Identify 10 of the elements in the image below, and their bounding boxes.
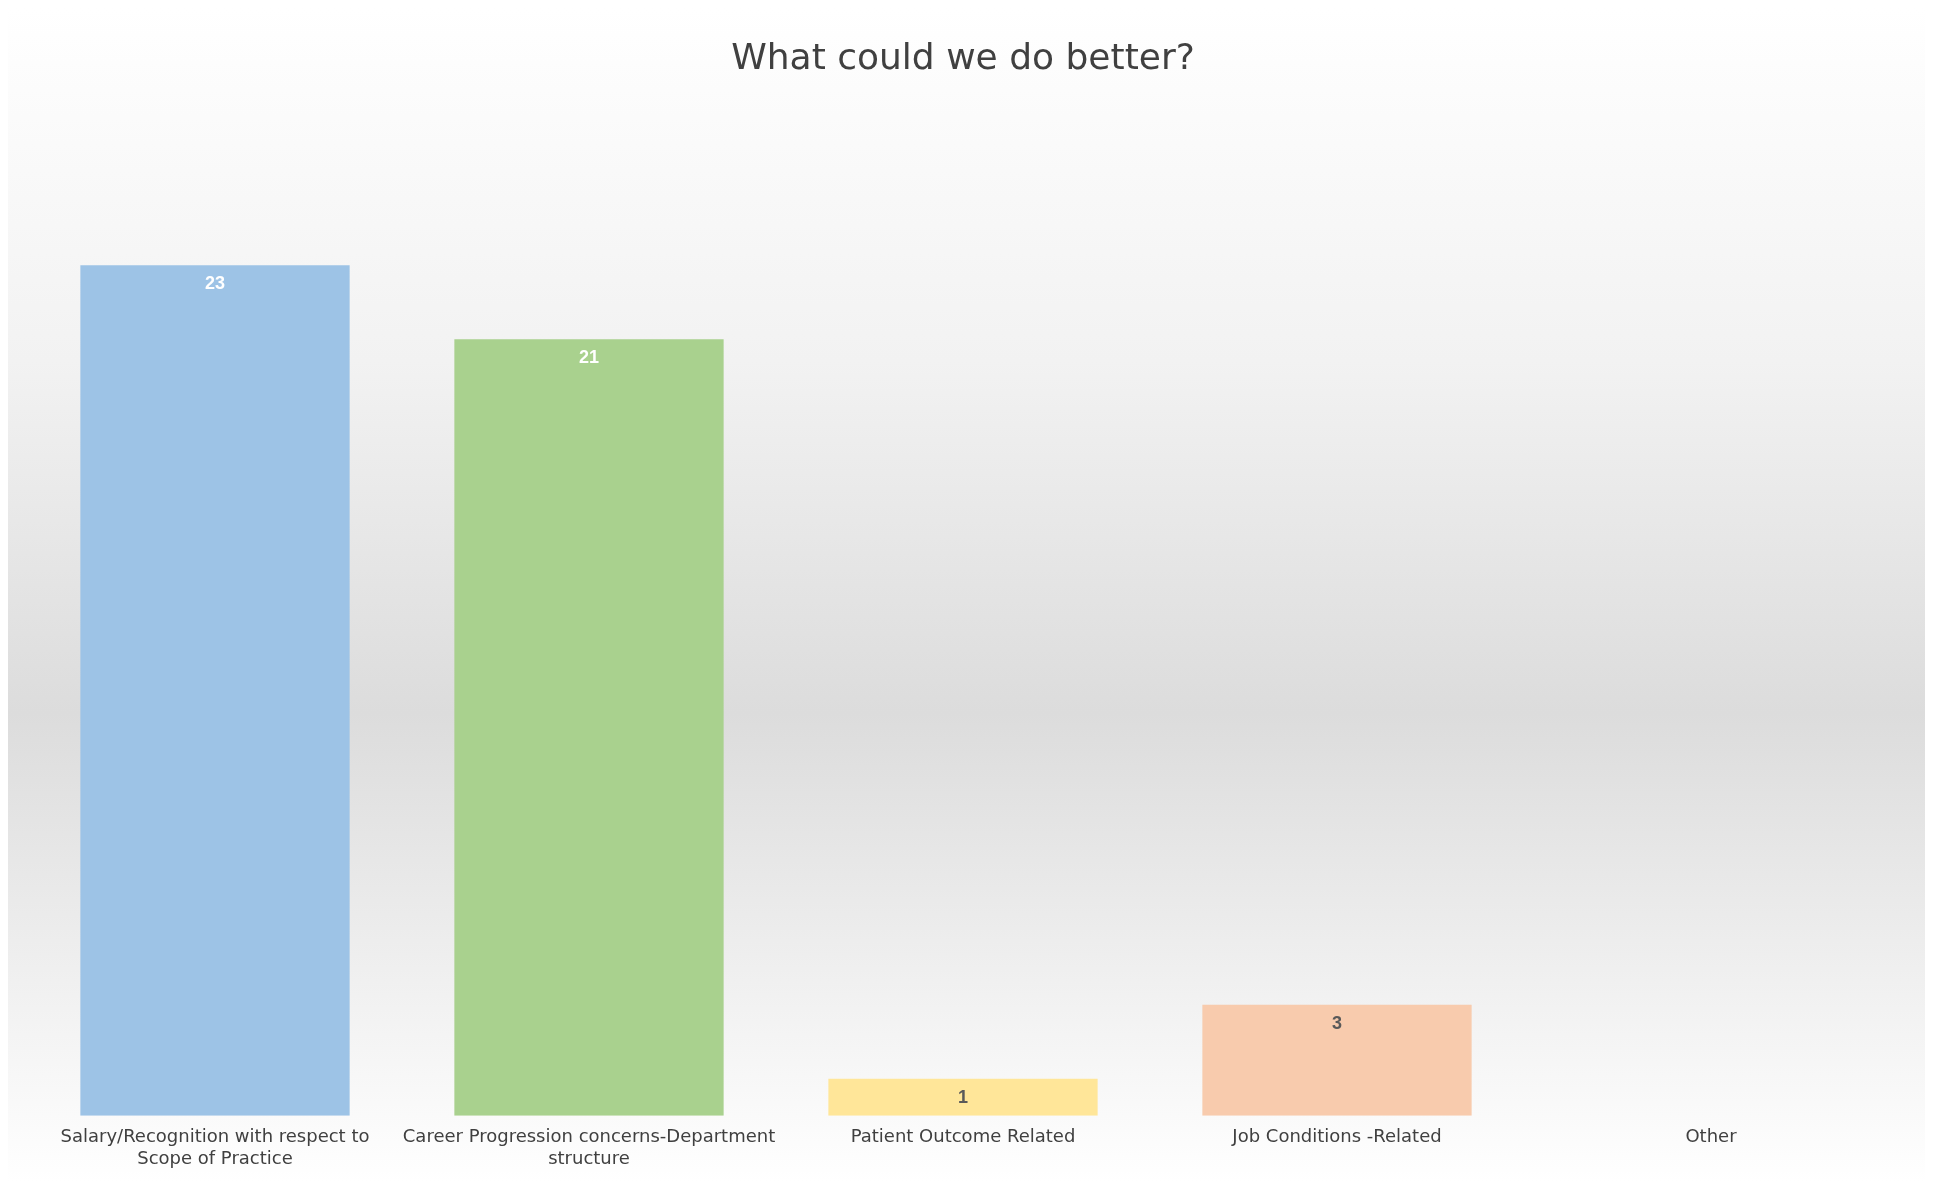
data-label: 3 xyxy=(1331,1012,1343,1033)
x-tick-label: Job Conditions -Related xyxy=(1231,1125,1442,1147)
x-tick-label: Salary/Recognition with respect to Scope of Practice xyxy=(60,1125,370,1168)
chart-title: What could we do better? xyxy=(731,35,1195,77)
x-tick-label: Career Progression concerns-Department structure xyxy=(402,1125,776,1168)
data-label: 21 xyxy=(578,347,600,368)
data-label: 23 xyxy=(204,273,226,294)
data-label: 1 xyxy=(957,1086,969,1107)
x-tick-label: Other xyxy=(1685,1125,1738,1147)
x-tick-label: Patient Outcome Related xyxy=(850,1125,1076,1147)
